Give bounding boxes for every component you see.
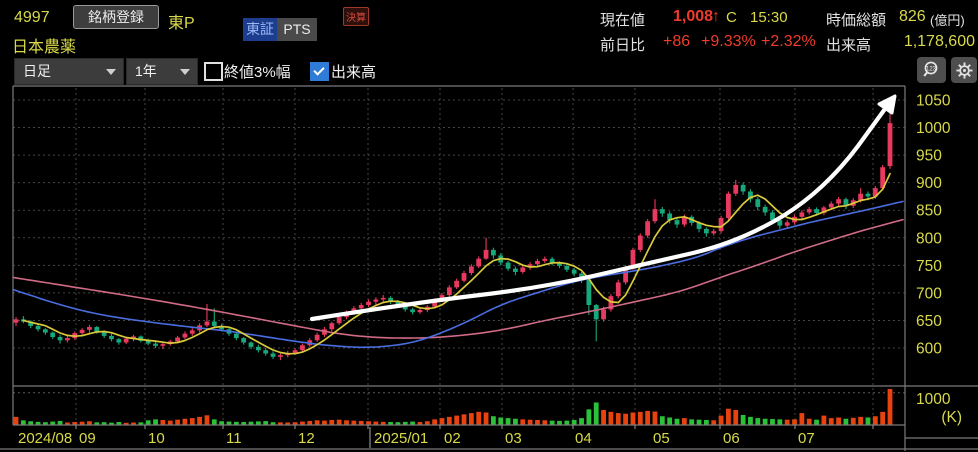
frame [0, 85, 978, 451]
stock-name: 日本農薬 [12, 39, 77, 56]
svg-text:12: 12 [298, 430, 315, 447]
price-up-arrow-icon: ↑ [712, 8, 720, 25]
market-cap-label: 時価総額 [826, 12, 887, 29]
register-symbol-button[interactable]: 銘柄登録 [73, 5, 159, 29]
volume-checkbox-label: 出来高 [331, 64, 377, 81]
quote-time: 15:30 [750, 9, 788, 26]
svg-text:03: 03 [505, 430, 522, 447]
svg-text:950: 950 [916, 148, 942, 165]
tab-tse[interactable]: 東証 [243, 18, 277, 41]
svg-text:04: 04 [575, 430, 592, 447]
period-select[interactable]: 日足 [14, 58, 124, 85]
change-label: 前日比 [600, 37, 646, 54]
close-band-checkbox[interactable] [204, 62, 223, 81]
svg-text:1000: 1000 [916, 120, 951, 137]
zoom-search-button[interactable]: 123 [917, 57, 946, 83]
x-axis-labels: 2024/08 09 10 11 12 2025/01 02 03 04 05 06 07 [18, 430, 815, 447]
chevron-down-icon [180, 69, 190, 75]
svg-text:2025/01: 2025/01 [374, 430, 428, 447]
tab-pts[interactable]: PTS [277, 18, 317, 41]
earnings-badge[interactable]: 決算 [343, 7, 369, 26]
current-price-value: 1,008 [673, 8, 714, 25]
svg-text:02: 02 [444, 430, 461, 447]
svg-text:10: 10 [148, 430, 165, 447]
volume-value: 1,178,600 [903, 33, 975, 50]
chevron-down-icon [106, 69, 116, 75]
current-price-label: 現在値 [600, 12, 646, 29]
svg-text:11: 11 [226, 430, 242, 447]
ma-mid-line [12, 200, 904, 349]
svg-text:06: 06 [723, 430, 740, 447]
ma-short-line [22, 172, 891, 355]
svg-text:750: 750 [916, 258, 942, 275]
settings-button[interactable] [951, 57, 977, 83]
change-abs-value: +86 [663, 33, 691, 50]
svg-text:1050: 1050 [916, 93, 951, 110]
svg-text:850: 850 [916, 203, 942, 220]
volume-bars [13, 389, 893, 425]
period-select-value: 日足 [23, 63, 51, 79]
volume-checkbox[interactable] [310, 62, 329, 81]
svg-text:123: 123 [925, 66, 936, 72]
change-pct-alt-value: +2.32% [761, 33, 816, 50]
svg-text:800: 800 [916, 230, 942, 247]
svg-text:2024/08: 2024/08 [18, 430, 72, 447]
market-cap-value: 826 [899, 8, 926, 25]
grid [13, 88, 905, 425]
gear-icon [955, 61, 973, 79]
svg-text:900: 900 [916, 175, 942, 192]
change-pct-value: +9.33% [701, 33, 756, 50]
magnifier-123-icon: 123 [922, 61, 937, 77]
svg-text:05: 05 [653, 430, 670, 447]
close-band-checkbox-label: 終値3%幅 [224, 64, 291, 81]
market-cap-unit: (億円) [930, 13, 965, 28]
trend-arrow-annotation [309, 94, 897, 322]
svg-text:700: 700 [916, 285, 942, 302]
svg-text:(K): (K) [941, 409, 962, 426]
range-select-value: 1年 [135, 63, 157, 79]
ma-long-line [12, 218, 904, 339]
volume-label: 出来高 [826, 37, 872, 54]
market-segment-badge: 東P [168, 15, 195, 32]
volume-axis-label: 1000(K) [916, 391, 962, 426]
close-flag: C [726, 9, 737, 26]
svg-text:650: 650 [916, 313, 942, 330]
svg-text:07: 07 [798, 430, 815, 447]
y-axis-labels: 1050 1000 950 900 850 800 750 700 650 600 [916, 93, 951, 358]
stock-code: 4997 [14, 9, 50, 26]
range-select[interactable]: 1年 [126, 58, 198, 85]
svg-text:09: 09 [79, 430, 96, 447]
svg-text:600: 600 [916, 341, 942, 358]
svg-text:1000: 1000 [916, 391, 951, 408]
